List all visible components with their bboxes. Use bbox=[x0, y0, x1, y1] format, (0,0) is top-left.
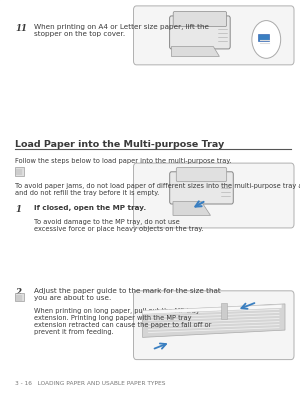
Text: 1: 1 bbox=[15, 205, 21, 214]
Text: Follow the steps below to load paper into the multi-purpose tray.: Follow the steps below to load paper int… bbox=[15, 158, 231, 164]
FancyBboxPatch shape bbox=[134, 291, 294, 360]
Text: 3 - 16   LOADING PAPER AND USABLE PAPER TYPES: 3 - 16 LOADING PAPER AND USABLE PAPER TY… bbox=[15, 381, 166, 386]
FancyBboxPatch shape bbox=[173, 11, 226, 26]
Polygon shape bbox=[142, 305, 282, 314]
Bar bbox=[258, 33, 269, 41]
Text: Adjust the paper guide to the mark for the size that
you are about to use.: Adjust the paper guide to the mark for t… bbox=[34, 288, 221, 301]
Text: Load Paper into the Multi-purpose Tray: Load Paper into the Multi-purpose Tray bbox=[15, 140, 224, 149]
Text: If closed, open the MP tray.: If closed, open the MP tray. bbox=[34, 205, 147, 211]
Bar bbox=[15, 167, 24, 176]
Text: 11: 11 bbox=[15, 24, 27, 33]
Text: To avoid paper jams, do not load paper of different sizes into the multi-purpose: To avoid paper jams, do not load paper o… bbox=[15, 183, 300, 196]
FancyBboxPatch shape bbox=[169, 16, 230, 49]
Text: To avoid damage to the MP tray, do not use
excessive force or place heavy object: To avoid damage to the MP tray, do not u… bbox=[34, 219, 204, 231]
Text: When printing on A4 or Letter size paper, lift the
stopper on the top cover.: When printing on A4 or Letter size paper… bbox=[34, 24, 209, 37]
Text: 2: 2 bbox=[15, 288, 21, 297]
Text: When printing on long paper, pull out the MP tray
extension. Printing long paper: When printing on long paper, pull out th… bbox=[34, 308, 212, 335]
Bar bbox=[15, 293, 24, 301]
Circle shape bbox=[252, 20, 281, 58]
Bar bbox=[221, 303, 227, 319]
Polygon shape bbox=[142, 304, 285, 337]
Polygon shape bbox=[171, 47, 219, 56]
FancyBboxPatch shape bbox=[134, 163, 294, 228]
FancyBboxPatch shape bbox=[170, 172, 233, 204]
Polygon shape bbox=[173, 202, 211, 215]
FancyBboxPatch shape bbox=[134, 6, 294, 65]
FancyBboxPatch shape bbox=[176, 167, 227, 182]
